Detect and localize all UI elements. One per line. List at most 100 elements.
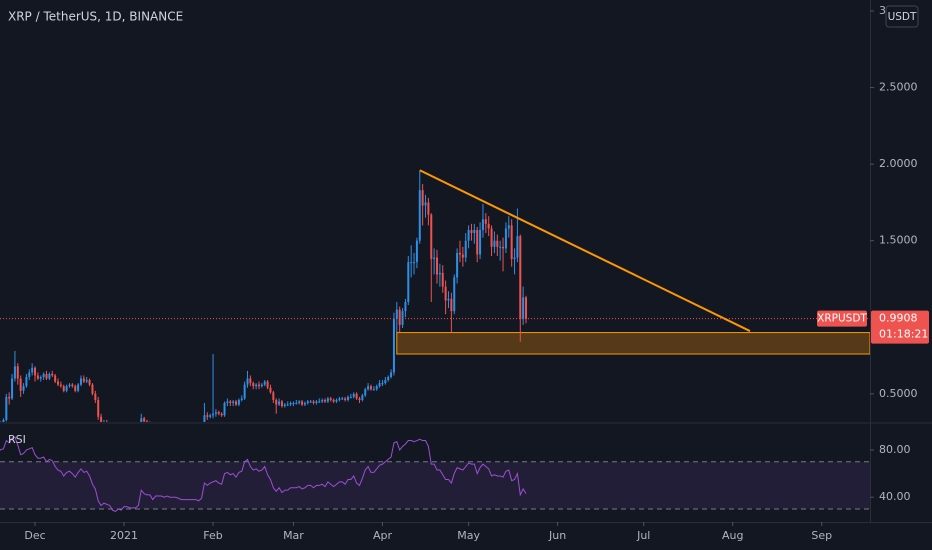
candle-body <box>77 384 80 391</box>
candle-body <box>25 376 28 387</box>
candle-body <box>88 380 91 385</box>
candle-body <box>372 389 375 391</box>
candle-body <box>214 412 217 414</box>
candle-body <box>438 272 441 275</box>
x-tick-label: Jun <box>548 529 566 542</box>
candle-body <box>235 401 238 405</box>
candle-body <box>321 399 324 402</box>
x-tick-label: 2021 <box>110 529 138 542</box>
candle-body <box>369 386 372 390</box>
candle-body <box>364 389 367 396</box>
candle-body <box>246 378 249 385</box>
candle-body <box>522 297 525 319</box>
candle-body <box>22 386 25 391</box>
candle-body <box>209 415 212 417</box>
candle-body <box>361 395 364 400</box>
candle-body <box>424 202 427 206</box>
candle-body <box>11 378 14 399</box>
candle-body <box>479 229 482 255</box>
candle-body <box>398 309 401 325</box>
candle-body <box>71 384 74 387</box>
axes: Dec 2021 Feb Mar Apr May Jun Jul Aug Sep 0.5000 1.5… <box>24 4 917 542</box>
rsi-band <box>0 461 870 510</box>
candle-body <box>65 386 68 391</box>
last-price-box <box>871 310 929 344</box>
rsi-pane <box>0 436 870 512</box>
candle-body <box>292 403 295 405</box>
candle-body <box>507 225 510 229</box>
candle-body <box>378 383 381 387</box>
candle-body <box>510 225 513 260</box>
candle-body <box>36 375 39 379</box>
candle-body <box>59 384 62 387</box>
candle-body <box>301 401 304 405</box>
candle-body <box>476 229 479 255</box>
currency-button[interactable] <box>885 5 919 28</box>
candle-body <box>470 229 473 234</box>
candle-body <box>85 380 88 382</box>
candle-body <box>255 384 258 387</box>
candle-body <box>496 240 499 247</box>
candle-body <box>8 396 11 399</box>
y-tick-label: 40.00 <box>879 490 911 503</box>
candle-body <box>237 399 240 405</box>
candle-body <box>513 257 516 260</box>
candle-body <box>384 380 387 384</box>
candle-body <box>392 318 395 373</box>
candle-body <box>2 419 5 422</box>
candle-body <box>272 392 275 400</box>
candle-body <box>464 240 467 258</box>
candle-body <box>143 418 146 422</box>
overlay: XRPUSDT 0.9908 01:18:21 USDT <box>817 5 929 344</box>
candle-body <box>504 228 507 249</box>
candle-body <box>295 403 298 405</box>
candle-body <box>240 398 243 400</box>
y-tick-label: 1.5000 <box>879 234 918 247</box>
candle-body <box>346 396 350 400</box>
candle-body <box>232 401 235 404</box>
candle-body <box>19 378 22 391</box>
candle-body <box>502 246 505 249</box>
symbol-label: XRPUSDT <box>817 313 867 325</box>
candle-body <box>16 366 19 379</box>
candle-body <box>430 214 433 260</box>
y-tick-label: 0.5000 <box>879 387 918 400</box>
candle-body <box>220 413 223 416</box>
candle-body <box>499 246 502 248</box>
candle-body <box>456 252 459 278</box>
candle-body <box>45 373 48 379</box>
x-tick-label: Sep <box>811 529 832 542</box>
candle-body <box>42 373 45 377</box>
candle-body <box>338 398 341 400</box>
candle-body <box>312 401 315 404</box>
x-tick-label: Apr <box>373 529 393 542</box>
candle-body <box>289 403 292 405</box>
candle-body <box>355 393 358 399</box>
symbol-label-box <box>817 310 867 327</box>
candle-body <box>453 277 456 312</box>
candle-body <box>249 378 252 384</box>
currency-label[interactable]: USDT <box>888 11 917 23</box>
candle-body <box>407 262 410 302</box>
candle-body <box>467 229 470 241</box>
candle-body <box>140 418 143 422</box>
candle-body <box>243 384 246 399</box>
candle-body <box>335 399 338 402</box>
candle-body <box>484 219 487 224</box>
candle-body <box>275 399 278 405</box>
candle-body <box>525 297 528 319</box>
candle-body <box>94 393 97 400</box>
candle-body <box>91 384 94 394</box>
candle-body <box>286 404 289 406</box>
candle-body <box>229 401 232 404</box>
candle-body <box>54 375 57 382</box>
candle-body <box>352 393 355 397</box>
candle-body <box>100 416 103 422</box>
candle-body <box>260 384 263 387</box>
candle-body <box>344 398 347 400</box>
candle-body <box>298 401 301 404</box>
candle-body <box>280 401 283 407</box>
candle-body <box>493 240 496 247</box>
candle-body <box>31 367 34 373</box>
